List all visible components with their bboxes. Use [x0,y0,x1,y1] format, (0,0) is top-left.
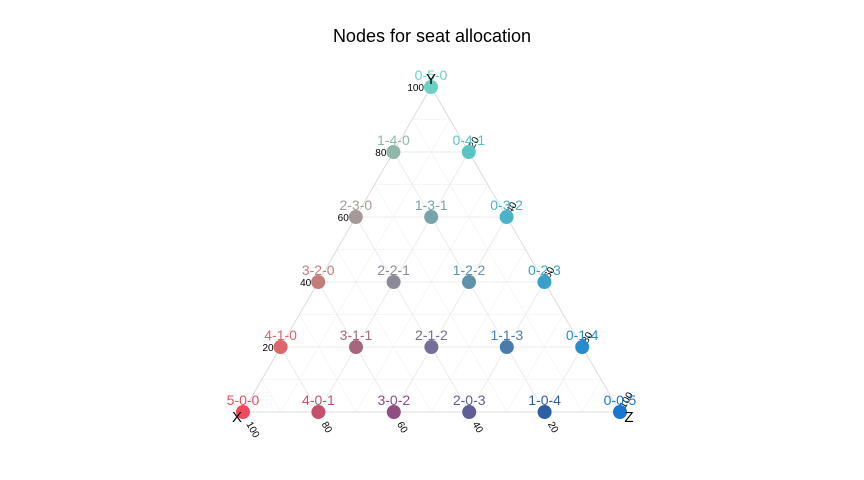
y-tick-label: 60 [338,213,350,224]
y-tick-label: 20 [262,343,274,354]
grid-line [280,119,451,413]
data-point [537,275,552,289]
point-label: 4-0-1 [302,392,335,408]
grid-line [411,119,583,413]
data-point [537,405,552,419]
point-label: 1-1-3 [490,327,523,343]
point-label: 2-2-1 [377,262,410,278]
point-label: 3-2-0 [302,262,335,278]
point-label: 1-2-2 [453,262,486,278]
point-label: 1-4-0 [377,132,410,148]
grid-line [431,249,526,413]
point-label: 1-3-1 [415,197,448,213]
data-point [386,405,401,419]
point-label: 1-0-4 [528,392,561,408]
x-tick-label: 80 [319,420,334,436]
grid-line [261,379,282,413]
y-tick-label: 100 [407,83,424,94]
data-points [236,80,627,419]
data-point [349,340,363,354]
data-point [462,275,476,289]
grid-line [581,379,602,413]
data-point [236,405,250,419]
data-point [386,145,401,159]
grid-line [298,314,357,413]
data-point [273,340,288,354]
point-label: 0-4-1 [452,132,485,148]
grid-line [374,184,508,413]
point-label: 5-0-0 [227,392,260,408]
data-point [499,210,514,224]
point-label: 0-2-3 [528,262,561,278]
grid-line [544,346,583,413]
point-label: 2-0-3 [453,392,486,408]
data-point [386,275,401,289]
data-point [348,210,363,224]
point-label: 2-1-2 [415,327,448,343]
y-tick-label: 40 [300,278,312,289]
x-axis-label: X [232,409,242,426]
data-point [462,405,477,419]
y-tick-label: 80 [375,148,387,159]
z-axis-label: Z [624,409,633,426]
grid-line [355,216,470,413]
point-label: 4-1-0 [264,327,297,343]
chart-title: Nodes for seat allocation [332,26,532,46]
triangle-border [242,86,621,413]
grid-line [355,184,489,413]
x-tick-label: 40 [470,420,485,436]
grid-layer [242,86,621,413]
x-tick-label: 60 [394,420,409,436]
data-point [613,405,627,419]
grid-line [506,314,564,413]
point-label: 0-1-4 [566,327,599,343]
point-label: 2-3-0 [339,197,372,213]
grid-line [280,346,319,413]
vertex-labels: X Y Z [232,71,634,426]
data-point [424,210,439,224]
data-point [311,275,326,289]
data-point [499,340,514,354]
point-label: 0-3-2 [490,197,523,213]
y-axis-label: Y [426,71,436,88]
point-label: 0-0-5 [604,392,637,408]
x-tick-label: 100 [243,420,261,440]
point-label: 3-0-2 [377,392,410,408]
data-point [424,80,438,94]
grid-line [393,216,508,413]
x-tick-label: 20 [545,420,560,436]
data-point [311,405,326,419]
point-label: 0-5-0 [415,67,448,83]
grid-line [336,249,432,413]
data-point [575,340,590,354]
data-point [461,145,476,159]
point-labels: 5-0-0 4-1-0 4-0-1 3-2-0 3-1-1 3-0-2 2-3-0 2-2-1… [227,67,637,408]
data-point [424,340,439,354]
point-label: 3-1-1 [340,327,373,343]
